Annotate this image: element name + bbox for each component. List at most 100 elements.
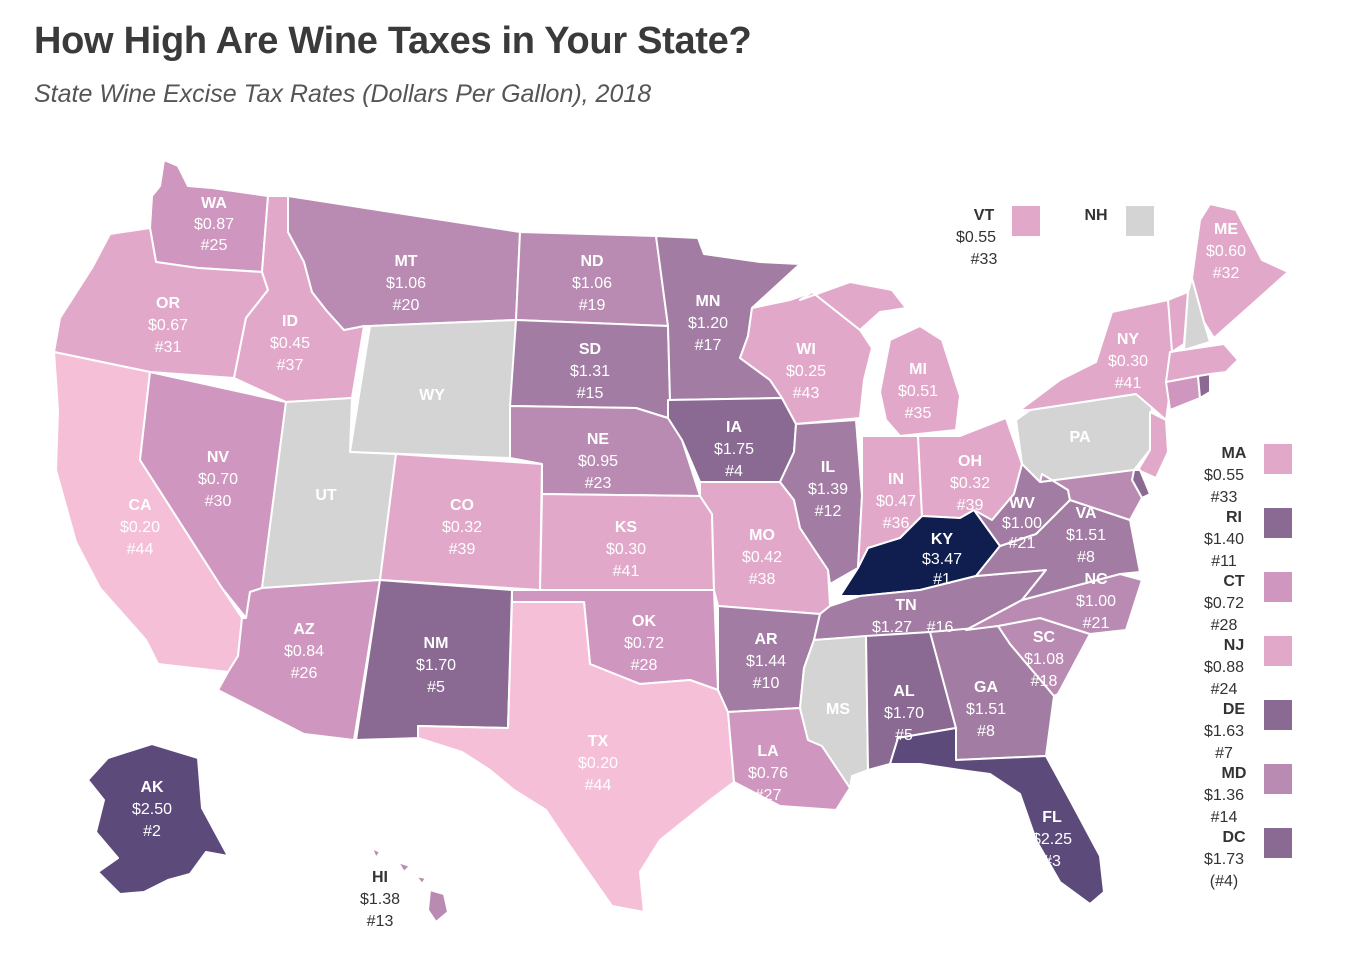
svg-text:CO: CO [450,497,474,514]
svg-text:$1.70: $1.70 [884,705,924,722]
svg-text:$0.84: $0.84 [284,643,324,660]
svg-text:WA: WA [201,195,227,212]
label-MO: MO $0.42 #38 [742,527,782,588]
label-VA: VA $1.51 #8 [1066,505,1106,566]
svg-text:OR: OR [156,295,180,312]
svg-text:$0.88: $0.88 [1204,659,1244,676]
label-WV: WV $1.00 #21 [1002,495,1042,552]
nh-swatch [1126,206,1154,236]
svg-text:#28: #28 [631,657,658,674]
label-OR: OR $0.67 #31 [148,295,188,356]
label-FL: FL $2.25 #3 [1032,809,1072,870]
svg-text:$0.42: $0.42 [742,549,782,566]
svg-text:$0.55: $0.55 [956,229,996,246]
state-AK[interactable] [87,743,229,895]
svg-text:$0.72: $0.72 [624,635,664,652]
svg-text:#5: #5 [895,727,913,744]
side-legend-swatches [1264,444,1292,858]
state-IL[interactable] [779,419,863,585]
svg-text:#38: #38 [749,571,776,588]
label-AZ: AZ $0.84 #26 [284,621,324,682]
state-NH[interactable] [1183,277,1211,351]
side-legend-MD: MD $1.36 #14 [1204,765,1246,826]
state-MI[interactable] [879,325,961,437]
svg-text:TN: TN [895,597,916,614]
svg-text:#37: #37 [277,357,304,374]
state-MI-UP[interactable] [799,281,907,331]
svg-text:#30: #30 [205,493,232,510]
svg-text:TX: TX [588,733,609,750]
svg-text:WY: WY [419,387,445,404]
label-AL: AL $1.70 #5 [884,683,924,744]
state-NJ[interactable] [1137,411,1169,479]
svg-text:$0.30: $0.30 [1108,353,1148,370]
state-MD[interactable] [1039,469,1143,521]
label-SC: SC $1.08 #18 [1024,629,1064,690]
svg-text:$0.70: $0.70 [198,471,238,488]
svg-text:NH: NH [1084,207,1107,224]
svg-text:DE: DE [1223,701,1246,718]
svg-text:NY: NY [1117,331,1140,348]
svg-text:WV: WV [1009,495,1035,512]
dc-swatch [1264,828,1292,858]
side-legend-DE: DE $1.63 #7 [1204,701,1245,762]
label-LA: LA $0.76 #27 [748,743,788,804]
svg-text:GA: GA [974,679,998,696]
svg-text:#43: #43 [793,385,820,402]
svg-text:#35: #35 [905,405,932,422]
label-CA: CA $0.20 #44 [120,497,160,558]
state-TX[interactable] [417,601,735,913]
state-ME[interactable] [1191,203,1289,339]
svg-text:#33: #33 [971,251,998,268]
svg-text:$1.00: $1.00 [1076,593,1116,610]
svg-text:$1.06: $1.06 [572,275,612,292]
side-legend-CT: CT $0.72 #28 [1204,573,1245,634]
label-HI: HI $1.38 #13 [360,869,400,930]
state-AZ[interactable] [217,579,381,741]
svg-text:$0.45: $0.45 [270,335,310,352]
svg-text:#36: #36 [883,515,910,532]
label-NH: NH [1084,207,1107,224]
svg-text:$1.40: $1.40 [1204,531,1244,548]
state-HI[interactable] [427,889,449,923]
svg-text:KS: KS [615,519,638,536]
svg-text:VA: VA [1075,505,1096,522]
label-UT: UT [315,487,337,504]
label-NM: NM $1.70 #5 [416,635,456,696]
side-legend-RI: RI $1.40 #11 [1204,509,1244,570]
label-WY: WY [419,387,445,404]
svg-text:$0.95: $0.95 [578,453,618,470]
svg-text:#21: #21 [1083,615,1110,632]
svg-text:#10: #10 [753,675,780,692]
svg-text:#25: #25 [201,237,228,254]
label-OK: OK $0.72 #28 [624,613,664,674]
svg-text:OK: OK [632,613,656,630]
svg-text:#33: #33 [1211,489,1238,506]
label-IA: IA $1.75 #4 [714,419,754,480]
side-legend-DC: DC $1.73 (#4) [1204,829,1246,890]
label-NV: NV $0.70 #30 [198,449,238,510]
state-HI-islands [371,847,427,885]
label-WA: WA $0.87 #25 [194,195,234,254]
state-MA[interactable] [1165,343,1239,383]
label-KS: KS $0.30 #41 [606,519,646,580]
svg-text:$1.73: $1.73 [1204,851,1244,868]
svg-text:$0.60: $0.60 [1206,243,1246,260]
label-IL: IL $1.39 #12 [808,459,848,520]
svg-text:NE: NE [587,431,610,448]
svg-text:#2: #2 [143,823,161,840]
state-RI[interactable] [1197,373,1211,399]
ct-swatch [1264,572,1292,602]
svg-text:#16: #16 [927,619,954,636]
state-FL[interactable] [889,727,1105,905]
svg-text:#11: #11 [1211,553,1237,570]
label-MI: MI $0.51 #35 [898,361,938,422]
label-WI: WI $0.25 #43 [786,341,826,402]
svg-text:MT: MT [394,253,417,270]
svg-text:#18: #18 [1031,673,1058,690]
svg-text:#12: #12 [815,503,842,520]
svg-text:IA: IA [726,419,742,436]
svg-text:SD: SD [579,341,601,358]
svg-text:#24: #24 [1211,681,1238,698]
